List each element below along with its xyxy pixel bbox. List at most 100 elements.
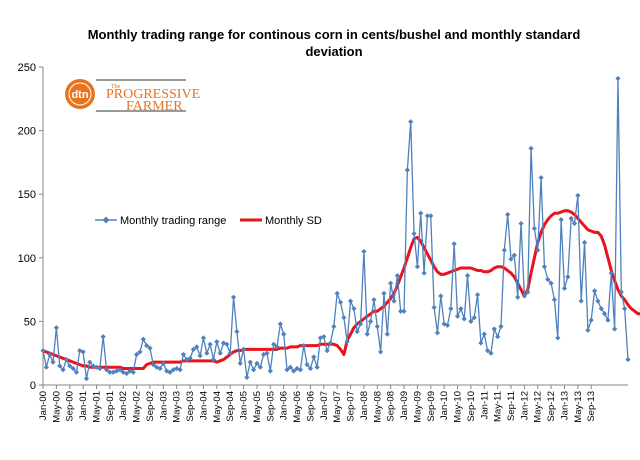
- data-point-monthly-trading-range: [451, 241, 457, 247]
- data-point-monthly-trading-range: [488, 350, 494, 356]
- data-point-monthly-trading-range: [244, 374, 250, 380]
- data-point-monthly-trading-range: [474, 292, 481, 298]
- data-point-monthly-trading-range: [441, 321, 447, 327]
- data-point-monthly-trading-range: [518, 220, 524, 227]
- data-point-monthly-trading-range: [40, 348, 46, 354]
- y-tick-label: 250: [18, 62, 36, 74]
- data-point-monthly-trading-range: [83, 376, 90, 382]
- data-point-monthly-trading-range: [351, 306, 357, 312]
- data-point-monthly-trading-range: [418, 210, 424, 216]
- data-point-monthly-trading-range: [251, 367, 257, 373]
- data-point-monthly-trading-range: [371, 297, 377, 303]
- data-point-monthly-trading-range: [548, 280, 554, 286]
- x-tick-label: May-01: [91, 391, 102, 423]
- data-point-monthly-trading-range: [257, 364, 263, 370]
- data-point-monthly-trading-range: [571, 220, 578, 227]
- x-tick-label: May-11: [493, 391, 504, 422]
- data-point-monthly-trading-range: [341, 314, 347, 321]
- x-tick-label: Jan-07: [319, 391, 330, 420]
- y-tick-label: 0: [30, 380, 36, 392]
- data-point-monthly-trading-range: [368, 318, 374, 324]
- data-point-monthly-trading-range: [501, 247, 507, 253]
- data-point-monthly-trading-range: [578, 298, 584, 304]
- data-point-monthly-trading-range: [615, 75, 621, 82]
- data-point-monthly-trading-range: [254, 360, 260, 366]
- x-tick-label: Jan-12: [519, 391, 530, 420]
- data-point-monthly-trading-range: [364, 331, 370, 337]
- data-point-monthly-trading-range: [277, 321, 283, 327]
- data-point-monthly-trading-range: [608, 270, 614, 276]
- x-tick-label: May-00: [51, 391, 62, 423]
- x-tick-label: Sep-06: [305, 391, 316, 422]
- data-point-monthly-trading-range: [468, 318, 474, 324]
- data-point-monthly-trading-range: [67, 363, 73, 369]
- data-point-monthly-trading-range: [301, 342, 307, 349]
- y-tick-label: 150: [18, 189, 36, 201]
- data-point-monthly-trading-range: [43, 364, 49, 370]
- data-point-monthly-trading-range: [73, 369, 80, 375]
- data-point-monthly-trading-range: [291, 368, 297, 374]
- data-point-monthly-trading-range: [123, 370, 130, 377]
- data-point-monthly-trading-range: [314, 364, 320, 370]
- x-tick-label: May-08: [372, 391, 383, 423]
- x-tick-label: Sep-00: [65, 391, 76, 422]
- data-point-monthly-trading-range: [531, 225, 537, 232]
- data-point-monthly-trading-range: [50, 359, 56, 365]
- data-point-monthly-trading-range: [327, 340, 334, 346]
- data-point-monthly-trading-range: [180, 351, 186, 358]
- data-point-monthly-trading-range: [53, 325, 59, 331]
- data-point-monthly-trading-range: [240, 346, 247, 352]
- data-point-monthly-trading-range: [595, 298, 601, 304]
- x-tick-label: Jan-08: [359, 391, 370, 420]
- data-point-monthly-trading-range: [337, 299, 344, 305]
- data-point-monthly-trading-range: [622, 306, 628, 312]
- data-point-monthly-trading-range: [401, 308, 407, 314]
- x-tick-label: Jan-02: [118, 391, 129, 420]
- x-tick-label: May-12: [533, 391, 544, 423]
- data-point-monthly-trading-range: [411, 231, 417, 237]
- data-point-monthly-trading-range: [134, 351, 140, 358]
- data-point-monthly-trading-range: [495, 334, 501, 340]
- data-point-monthly-trading-range: [247, 359, 253, 365]
- data-point-monthly-trading-range: [478, 340, 484, 346]
- data-point-monthly-trading-range: [237, 360, 243, 366]
- data-point-monthly-trading-range: [505, 211, 511, 218]
- data-point-monthly-trading-range: [434, 330, 441, 336]
- data-point-monthly-trading-range: [157, 365, 163, 372]
- data-point-monthly-trading-range: [187, 355, 193, 361]
- x-tick-label: May-02: [132, 391, 143, 423]
- x-tick-label: May-06: [292, 391, 303, 423]
- data-point-monthly-trading-range: [200, 335, 207, 341]
- data-point-monthly-trading-range: [555, 335, 561, 341]
- data-point-monthly-trading-range: [481, 331, 487, 337]
- data-point-monthly-trading-range: [598, 306, 604, 312]
- data-point-monthly-trading-range: [381, 290, 387, 297]
- legend-marker-range: [102, 216, 110, 224]
- x-tick-label: Jan-00: [38, 391, 49, 420]
- data-point-monthly-trading-range: [207, 341, 213, 347]
- data-point-monthly-trading-range: [444, 322, 451, 328]
- data-point-monthly-trading-range: [47, 351, 53, 358]
- data-point-monthly-trading-range: [304, 362, 310, 368]
- data-point-monthly-trading-range: [588, 317, 594, 323]
- data-point-monthly-trading-range: [97, 365, 103, 372]
- x-tick-label: May-13: [573, 391, 584, 423]
- data-point-monthly-trading-range: [591, 288, 598, 294]
- data-point-monthly-trading-range: [57, 363, 63, 369]
- legend-label-sd: Monthly SD: [265, 215, 322, 227]
- data-point-monthly-trading-range: [585, 327, 591, 333]
- data-point-monthly-trading-range: [230, 294, 237, 300]
- data-point-monthly-trading-range: [137, 349, 143, 355]
- data-point-monthly-trading-range: [408, 119, 414, 125]
- data-point-monthly-trading-range: [227, 350, 233, 356]
- data-point-monthly-trading-range: [87, 359, 93, 365]
- data-point-monthly-trading-range: [602, 311, 608, 317]
- data-point-monthly-trading-range: [454, 313, 461, 319]
- data-point-monthly-trading-range: [431, 304, 437, 311]
- data-point-monthly-trading-range: [167, 369, 173, 375]
- series-line-monthly-trading-range: [42, 77, 629, 380]
- data-point-monthly-trading-range: [424, 213, 431, 219]
- x-tick-label: May-07: [332, 391, 343, 423]
- logo-text-progressive: PROGRESSIVE: [106, 87, 200, 102]
- data-point-monthly-trading-range: [545, 276, 551, 283]
